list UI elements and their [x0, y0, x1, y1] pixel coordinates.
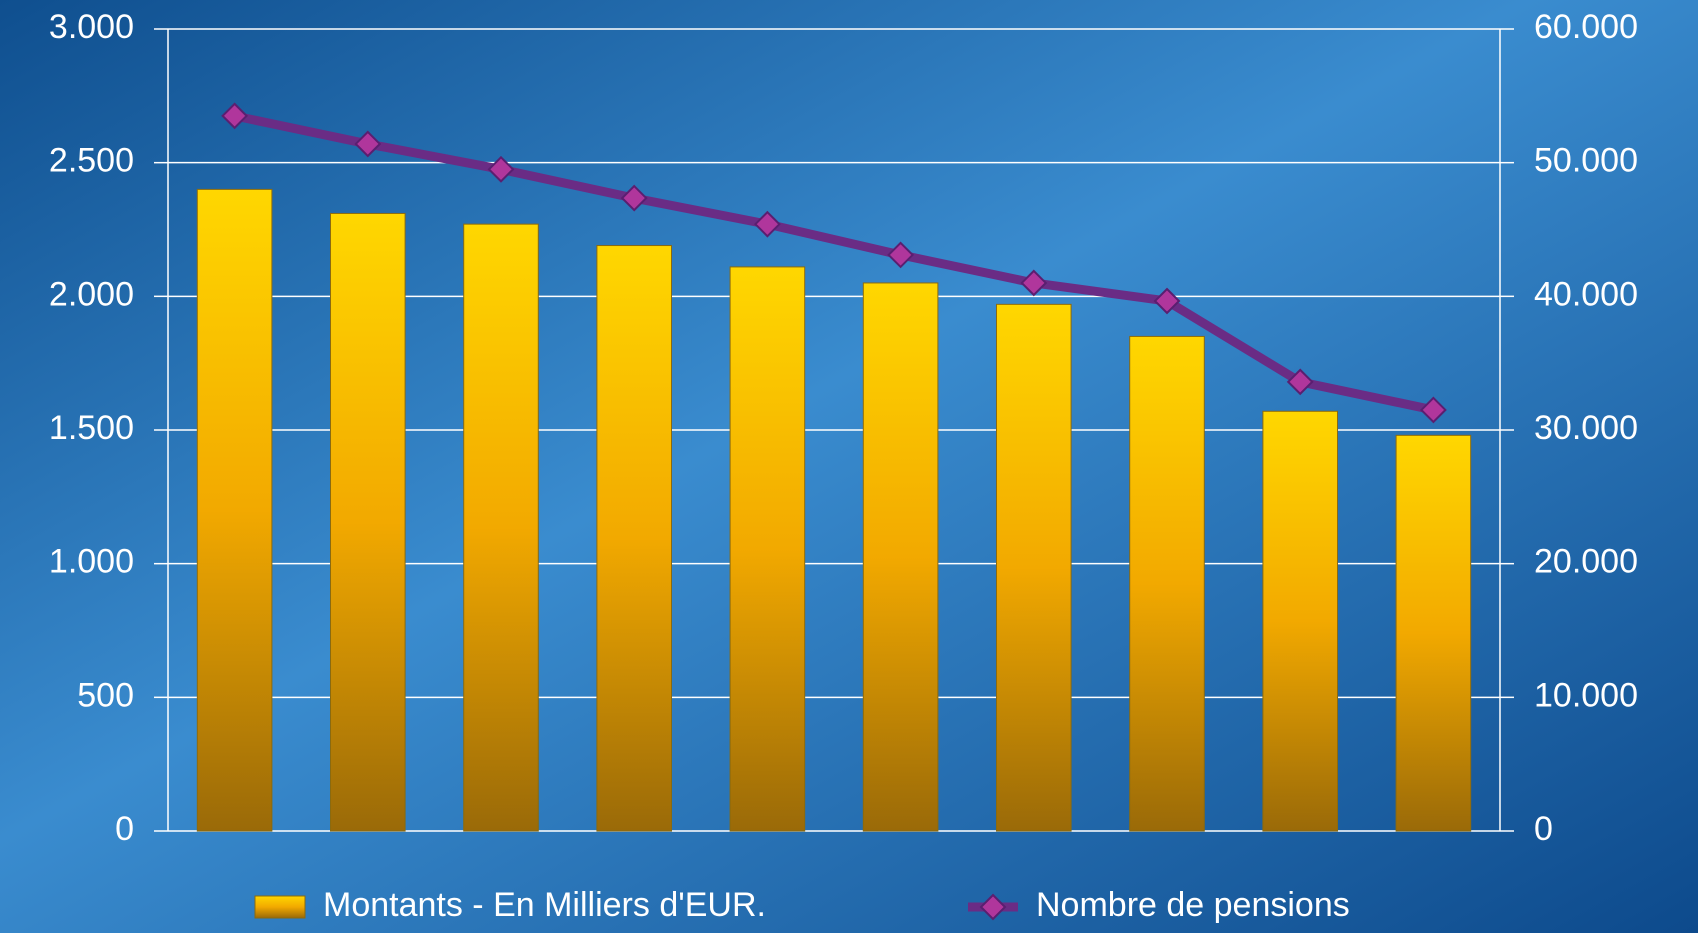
legend-swatch	[254, 895, 306, 919]
marker	[487, 155, 515, 183]
bar	[1395, 434, 1472, 832]
bar	[1129, 335, 1205, 832]
legend-label: Montants - En Milliers d'EUR.	[323, 886, 766, 924]
y2-tick-label: 50.000	[1534, 142, 1638, 180]
bar	[1262, 410, 1338, 832]
marker	[221, 102, 249, 130]
y-tick-label: 1.000	[49, 543, 134, 581]
y-tick-label: 2.000	[49, 275, 134, 313]
legend-marker	[979, 893, 1007, 921]
line	[233, 111, 1435, 415]
marker	[1419, 396, 1447, 424]
y2-tick-label: 10.000	[1534, 676, 1638, 714]
marker	[887, 241, 915, 269]
y2-tick-label: 60.000	[1534, 8, 1638, 46]
bar	[196, 188, 273, 832]
y-tick-label: 2.500	[49, 142, 134, 180]
y-tick-label: 500	[77, 676, 134, 714]
y-tick-label: 3.000	[49, 8, 134, 46]
bar	[330, 212, 406, 832]
y2-tick-label: 0	[1534, 810, 1553, 848]
marker	[620, 184, 648, 212]
y-tick-label: 1.500	[49, 409, 134, 447]
bar	[729, 266, 806, 832]
marker	[1286, 368, 1314, 396]
bar	[463, 223, 539, 832]
marker	[1153, 287, 1181, 315]
y2-tick-label: 40.000	[1534, 275, 1638, 313]
y2-tick-label: 20.000	[1534, 543, 1638, 581]
marker	[753, 210, 781, 238]
marker	[354, 130, 382, 158]
bar	[596, 245, 672, 832]
bar	[996, 303, 1072, 832]
y2-tick-label: 30.000	[1534, 409, 1638, 447]
y-tick-label: 0	[115, 810, 134, 848]
bar	[862, 282, 939, 832]
legend-label: Nombre de pensions	[1036, 886, 1350, 924]
marker	[1020, 269, 1048, 297]
